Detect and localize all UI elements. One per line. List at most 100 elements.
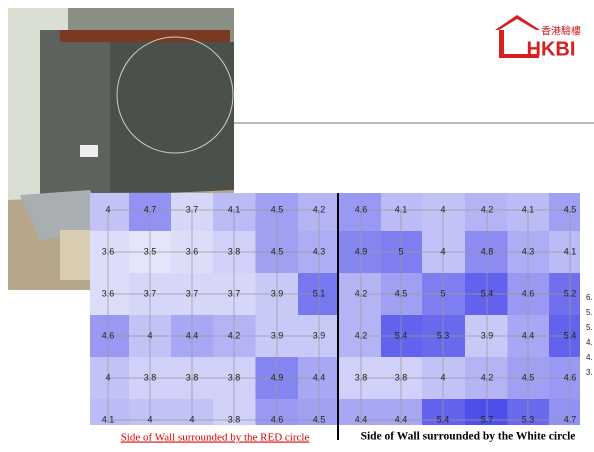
cell-value: 5.4 bbox=[481, 288, 494, 298]
cell-value: 4.2 bbox=[313, 204, 326, 214]
cell-value: 3.8 bbox=[228, 246, 241, 256]
cell-value: 3.8 bbox=[144, 372, 157, 382]
cell-value: 4 bbox=[440, 204, 445, 214]
cell-value: 4.2 bbox=[228, 330, 241, 340]
cell-value: 4.9 bbox=[355, 246, 368, 256]
cell-value: 4.6 bbox=[522, 288, 535, 298]
cell-value: 4.5 bbox=[522, 372, 535, 382]
caption: Side of Wall surrounded by the White cir… bbox=[361, 431, 576, 443]
cell-value: 3.6 bbox=[186, 246, 199, 256]
cell-value: 4 bbox=[440, 246, 445, 256]
cell bbox=[298, 399, 337, 425]
cell-value: 5.7 bbox=[481, 414, 494, 424]
cell-value: 5.2 bbox=[564, 288, 577, 298]
cell-value: 5.1 bbox=[313, 288, 326, 298]
cell-value: 4.4 bbox=[355, 414, 368, 424]
cell-value: 3.7 bbox=[144, 288, 157, 298]
cell-value: 4.5 bbox=[313, 414, 326, 424]
cell-value: 5.4 bbox=[437, 414, 450, 424]
cell-value: 4.9 bbox=[271, 372, 284, 382]
cell-value: 4.5 bbox=[564, 204, 577, 214]
cell-value: 4.2 bbox=[355, 330, 368, 340]
cell bbox=[422, 399, 465, 425]
cell-value: 4.1 bbox=[102, 414, 115, 424]
grids: 4 4.7 3.7 4.1 4.5 4.2 3.6 3.5 3.6 3.8 4.5 4.3 3.6 3.7… bbox=[90, 193, 580, 425]
cell-value: 4.4 bbox=[395, 414, 408, 424]
cell bbox=[381, 399, 422, 425]
cell-value: 4.7 bbox=[564, 414, 577, 424]
cell-value: 3.9 bbox=[313, 330, 326, 340]
cell-value: 4.2 bbox=[355, 288, 368, 298]
cell-value: 3.7 bbox=[186, 288, 199, 298]
cell-value: 4 bbox=[189, 414, 194, 424]
caption: Side of Wall surrounded by the RED circl… bbox=[121, 432, 310, 444]
cell-value: 4.1 bbox=[522, 204, 535, 214]
legend-label: 6. bbox=[586, 293, 593, 302]
cell-value: 4 bbox=[105, 204, 110, 214]
legend-label: 4. bbox=[586, 353, 593, 362]
cell-value: 3.8 bbox=[228, 414, 241, 424]
legend: 6. 5. 5. 4. 4. 3. bbox=[586, 293, 593, 377]
cell-value: 4.6 bbox=[355, 204, 368, 214]
cell-value: 3.8 bbox=[355, 372, 368, 382]
legend-label: 3. bbox=[586, 368, 593, 377]
cell-value: 4.1 bbox=[395, 204, 408, 214]
cell-value: 4.2 bbox=[481, 204, 494, 214]
cell-value: 3.8 bbox=[228, 372, 241, 382]
cell-value: 4 bbox=[440, 372, 445, 382]
cell-value: 5 bbox=[398, 246, 403, 256]
cell bbox=[549, 193, 580, 231]
cell-value: 3.6 bbox=[102, 246, 115, 256]
cell-value: 4.3 bbox=[522, 246, 535, 256]
cell bbox=[339, 399, 381, 425]
cell-value: 4.3 bbox=[313, 246, 326, 256]
cell bbox=[381, 193, 422, 231]
logo: 香港驗樓 HKBI bbox=[495, 15, 581, 60]
cell-value: 4.5 bbox=[271, 204, 284, 214]
cell-value: 4.1 bbox=[228, 204, 241, 214]
cell bbox=[90, 399, 129, 425]
cell-value: 5 bbox=[440, 288, 445, 298]
cell bbox=[339, 193, 381, 231]
cell-value: 4.8 bbox=[481, 246, 494, 256]
cell bbox=[422, 193, 465, 231]
cell-value: 4.5 bbox=[271, 246, 284, 256]
cell-value: 3.7 bbox=[186, 204, 199, 214]
cell-value: 3.7 bbox=[228, 288, 241, 298]
cell-value: 4.1 bbox=[564, 246, 577, 256]
cell-value: 4 bbox=[105, 372, 110, 382]
cell-value: 3.9 bbox=[271, 288, 284, 298]
cell-value: 3.9 bbox=[481, 330, 494, 340]
cell-value: 4 bbox=[147, 330, 152, 340]
cell-value: 3.8 bbox=[186, 372, 199, 382]
cell-value: 5.3 bbox=[437, 330, 450, 340]
cell-value: 3.9 bbox=[271, 330, 284, 340]
legend-label: 5. bbox=[586, 308, 593, 317]
cell bbox=[465, 193, 508, 231]
legend-label: 5. bbox=[586, 323, 593, 332]
cell-value: 4 bbox=[147, 414, 152, 424]
cell-value: 4.6 bbox=[564, 372, 577, 382]
cell-value: 4.6 bbox=[271, 414, 284, 424]
cell bbox=[298, 193, 337, 231]
cell-value: 4.5 bbox=[395, 288, 408, 298]
cell-value: 3.8 bbox=[395, 372, 408, 382]
cell bbox=[549, 399, 580, 425]
logo-chinese: 香港驗樓 bbox=[541, 25, 581, 38]
cell-value: 5.4 bbox=[564, 330, 577, 340]
cell-value: 5.3 bbox=[522, 414, 535, 424]
cell-value: 5.4 bbox=[395, 330, 408, 340]
logo-name: HKBI bbox=[527, 38, 576, 60]
cell-value: 4.2 bbox=[481, 372, 494, 382]
cell-value: 4.4 bbox=[313, 372, 326, 382]
cell-value: 3.5 bbox=[144, 246, 157, 256]
cell bbox=[90, 193, 129, 231]
cell-value: 4.4 bbox=[522, 330, 535, 340]
cell-value: 3.6 bbox=[102, 288, 115, 298]
cell-value: 4.4 bbox=[186, 330, 199, 340]
legend-label: 4. bbox=[586, 338, 593, 347]
cell-value: 4.7 bbox=[144, 204, 157, 214]
cell bbox=[465, 399, 508, 425]
cell-value: 4.6 bbox=[102, 330, 115, 340]
